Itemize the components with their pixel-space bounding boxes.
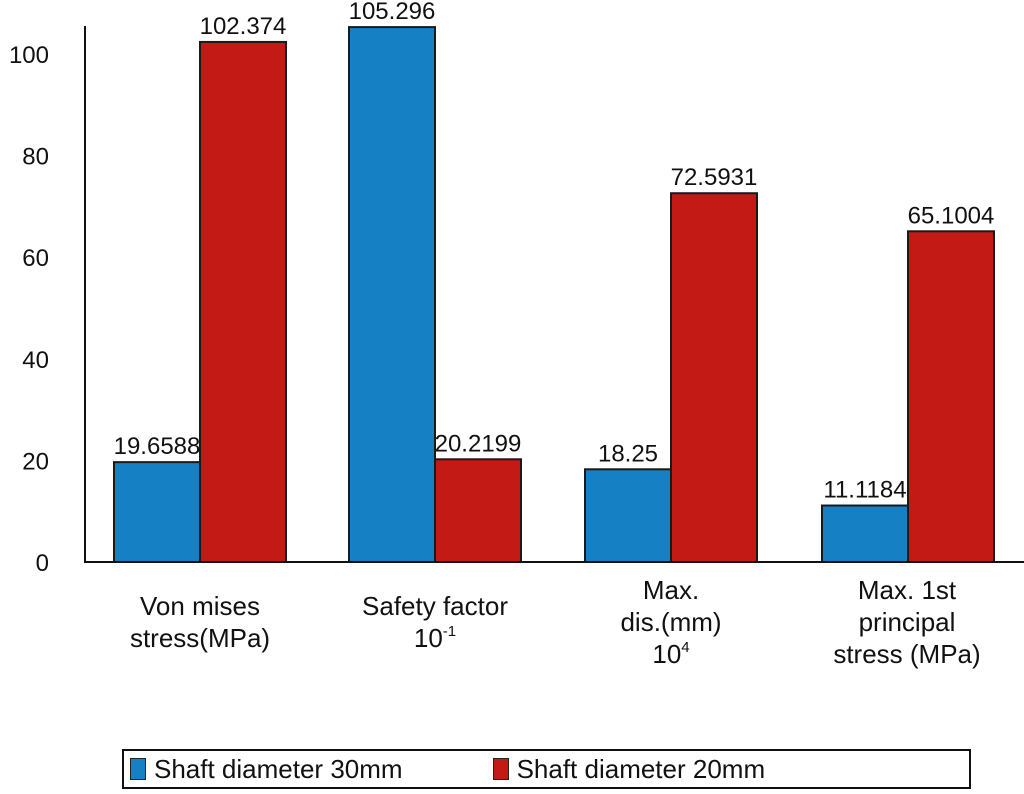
data-label: 18.25 xyxy=(598,440,658,467)
bar-30mm xyxy=(584,468,672,564)
x-tick-label-line: dis.(mm) xyxy=(620,607,722,637)
data-label: 65.1004 xyxy=(908,202,995,229)
x-tick-label-line: stress (MPa) xyxy=(833,639,981,669)
legend-item-30mm: Shaft diameter 30mm xyxy=(130,754,403,785)
legend-label: Shaft diameter 30mm xyxy=(154,753,403,784)
x-tick-label-line: Max. 1st xyxy=(857,575,957,605)
legend-swatch-blue-icon xyxy=(130,758,146,780)
legend-label: Shaft diameter 20mm xyxy=(516,753,766,784)
x-tick-label: Max. 1st principal stress (MPa) xyxy=(797,574,1017,670)
data-label: 105.296 xyxy=(349,0,436,25)
x-tick-label-scale: 104 xyxy=(652,639,690,669)
data-label: 11.1184 xyxy=(823,477,906,504)
legend-swatch-red-icon xyxy=(492,758,509,780)
bar-20mm xyxy=(907,230,995,563)
data-label: 72.5931 xyxy=(671,164,758,191)
y-axis-ticks: 0 20 40 60 80 100 xyxy=(9,42,49,577)
data-labels: 19.6588 105.296 18.25 11.1184 102.374 20.2199… xyxy=(114,0,995,504)
x-tick-label-line: Von mises xyxy=(140,591,260,621)
x-tick-label: Max. dis.(mm) 104 xyxy=(561,574,781,670)
x-tick-label-line: stress(MPa) xyxy=(129,623,271,653)
bar-30mm xyxy=(113,461,201,564)
bars xyxy=(113,26,995,564)
y-tick-label: 80 xyxy=(22,144,49,171)
y-tick-label: 60 xyxy=(22,245,49,272)
x-tick-label-line: Safety factor xyxy=(362,591,508,621)
bar-30mm xyxy=(348,26,436,564)
x-tick-label-line: Max. xyxy=(642,575,700,605)
x-tick-label: Safety factor 10-1 xyxy=(325,590,545,654)
data-label: 20.2199 xyxy=(435,430,522,457)
x-tick-label-scale: 10-1 xyxy=(413,623,457,653)
data-label: 19.6588 xyxy=(114,433,201,460)
x-tick-label-line: principal xyxy=(858,607,956,637)
legend-item-20mm: Shaft diameter 20mm xyxy=(492,753,766,785)
bar-20mm xyxy=(670,192,758,563)
bar-20mm xyxy=(434,458,522,563)
x-tick-label: Von mises stress(MPa) xyxy=(90,590,310,654)
data-label: 102.374 xyxy=(200,13,287,40)
y-tick-label: 0 xyxy=(36,550,49,577)
y-tick-label: 100 xyxy=(9,42,49,69)
bar-30mm xyxy=(821,504,909,563)
legend: Shaft diameter 30mm Shaft diameter 20mm xyxy=(122,749,971,789)
y-tick-label: 40 xyxy=(22,347,49,374)
y-tick-label: 20 xyxy=(22,448,49,475)
bar-20mm xyxy=(199,40,287,564)
